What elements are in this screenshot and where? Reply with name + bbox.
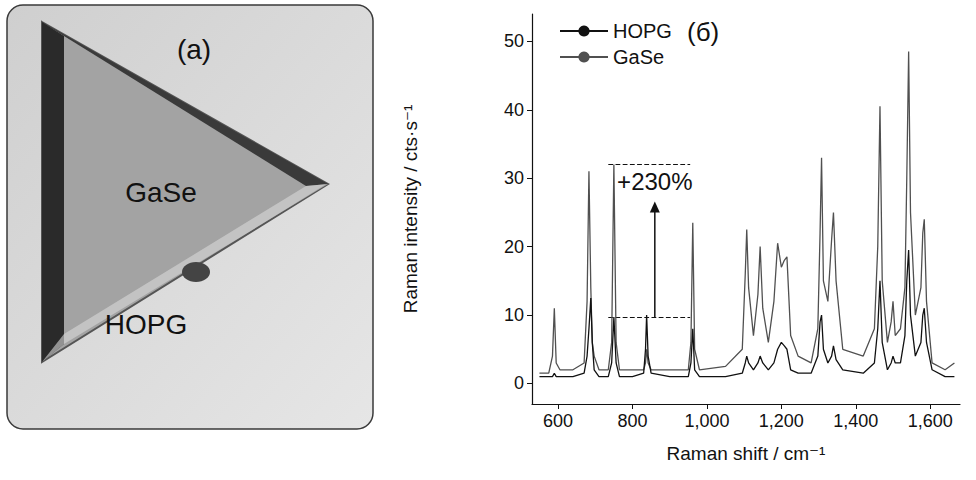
svg-text:1,000: 1,000 bbox=[684, 411, 729, 431]
svg-text:30: 30 bbox=[504, 168, 524, 188]
svg-text:50: 50 bbox=[504, 31, 524, 51]
svg-text:10: 10 bbox=[504, 305, 524, 325]
svg-text:1,400: 1,400 bbox=[833, 411, 878, 431]
svg-text:800: 800 bbox=[617, 411, 647, 431]
svg-text:20: 20 bbox=[504, 237, 524, 257]
svg-text:600: 600 bbox=[543, 411, 573, 431]
svg-text:HOPG: HOPG bbox=[105, 309, 187, 340]
svg-text:Raman shift / cm⁻¹: Raman shift / cm⁻¹ bbox=[667, 443, 826, 464]
svg-text:1,200: 1,200 bbox=[759, 411, 804, 431]
svg-text:(a): (a) bbox=[177, 34, 211, 65]
svg-text:0: 0 bbox=[514, 373, 524, 393]
svg-text:Raman intensity / cts·s⁻¹: Raman intensity / cts·s⁻¹ bbox=[400, 105, 421, 314]
svg-text:GaSe: GaSe bbox=[613, 46, 664, 68]
svg-text:(б): (б) bbox=[687, 17, 719, 47]
svg-text:GaSe: GaSe bbox=[125, 177, 197, 208]
svg-text:+230%: +230% bbox=[617, 168, 692, 195]
svg-text:HOPG: HOPG bbox=[613, 20, 672, 42]
svg-text:40: 40 bbox=[504, 100, 524, 120]
svg-text:1,600: 1,600 bbox=[908, 411, 953, 431]
